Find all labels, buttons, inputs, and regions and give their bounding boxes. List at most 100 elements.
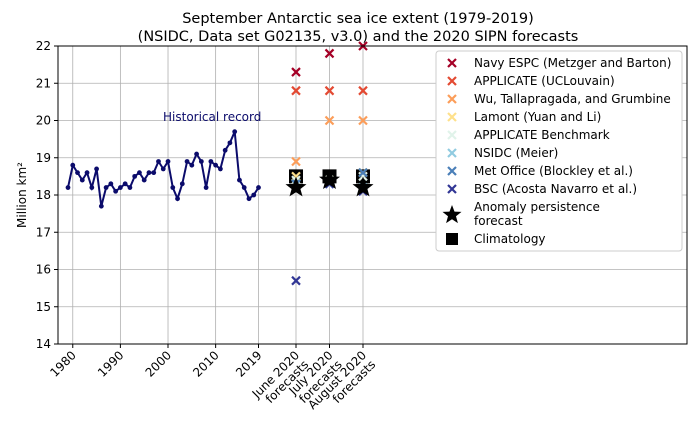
x-tick-label-line: 1990 [95,348,126,379]
y-tick-label: 20 [36,114,51,128]
forecast-marker-x [324,48,335,59]
historical-point [141,177,147,183]
historical-point [84,170,90,176]
forecast-marker-x [324,115,335,126]
historical-point [132,173,138,179]
legend-marker [442,205,462,224]
legend-label-line: Anomaly persistence [474,200,600,214]
marker-stroke [291,156,301,167]
marker-stroke [447,166,457,176]
marker-stroke [324,115,335,126]
x-tick-label-line: 2000 [143,348,174,379]
marker-stroke [324,48,335,59]
series-layer [65,129,261,209]
forecast-marker-star [285,176,307,197]
historical-point [103,185,109,190]
legend-marker [447,130,457,140]
historical-point [146,170,152,176]
forecast-markers [285,41,374,286]
y-tick-label: 18 [36,188,51,202]
legend-label: BSC (Acosta Navarro et al.) [474,182,637,196]
legend-frame [435,50,683,252]
forecast-marker-x [358,167,368,178]
grid-lines [58,45,687,345]
marker-stroke [291,67,301,77]
historical-point [218,166,223,172]
historical-point [70,162,76,168]
historical-record-annotation: Historical record [163,110,261,124]
historical-point [237,177,242,183]
x-tick-label: 2010 [190,348,221,379]
historical-point [127,185,133,190]
y-tick-label: 14 [36,337,51,351]
historical-point [256,185,261,190]
legend-label: Wu, Tallapragada, and Grumbine [474,92,671,106]
legend-label: Met Office (Blockley et al.) [474,164,633,178]
historical-point [65,185,71,190]
historical-point [184,159,190,164]
historical-point [175,196,180,202]
marker-stroke [324,85,335,96]
y-axis-label: Million km² [15,162,29,228]
y-tick-label: 16 [36,263,51,277]
historical-point [227,140,233,146]
x-tick-label: 2000 [143,348,174,379]
legend-marker [447,94,457,104]
historical-point [208,159,214,164]
historical-point [75,170,80,176]
historical-point [251,192,257,198]
historical-point [241,185,247,190]
marker-stroke [291,171,301,182]
x-tick-label-line: 2010 [190,348,221,379]
legend-marker [447,148,457,158]
historical-point [98,203,104,209]
legend: Navy ESPC (Metzger and Barton) APPLICATE … [435,50,683,252]
x-tick-label: 1980 [47,348,78,379]
historical-point [170,185,176,190]
forecast-marker-x [291,85,301,96]
historical-point [113,188,119,194]
historical-point [194,151,199,157]
marker-stroke [447,184,457,194]
x-tick-label-line: 2019 [233,348,264,379]
historical-point [198,159,204,164]
historical-point [151,170,157,176]
marker-stroke [447,76,457,86]
chart-title: September Antarctic sea ice extent (1979… [182,11,534,27]
legend-marker [446,233,458,245]
legend-label: APPLICATE (UCLouvain) [474,74,615,88]
marker-stroke [358,167,368,178]
y-tick-label: 21 [36,76,51,90]
marker-stroke [447,130,457,140]
y-tick-label: 17 [36,225,51,239]
legend-marker [447,76,457,86]
historical-point [160,166,166,172]
historical-point [179,181,185,187]
historical-point [122,181,128,187]
forecast-marker-x [291,171,301,182]
historical-point [203,185,209,190]
forecast-marker-x [291,275,301,286]
historical-point [189,162,195,168]
legend-marker [447,166,457,176]
y-axis: 14 15 16 17 18 19 20 21 22 [36,39,58,351]
historical-point [246,196,252,202]
y-tick-label: 22 [36,39,51,53]
chart-subtitle: (NSIDC, Data set G02135, v3.0) and the 2… [138,29,579,45]
forecast-marker-star [352,176,374,197]
y-tick-label: 15 [36,300,51,314]
legend-marker [447,184,457,194]
x-tick-label: 2019 [233,348,264,379]
marker-stroke [447,112,457,122]
historical-point [213,162,219,168]
historical-point [79,177,85,183]
legend-label: Climatology [474,232,546,246]
forecast-marker-star [319,169,340,189]
marker-stroke [447,94,457,104]
marker-stroke [447,58,457,68]
historical-point [117,185,123,190]
forecast-marker-x [358,171,368,182]
historical-point [222,147,228,153]
